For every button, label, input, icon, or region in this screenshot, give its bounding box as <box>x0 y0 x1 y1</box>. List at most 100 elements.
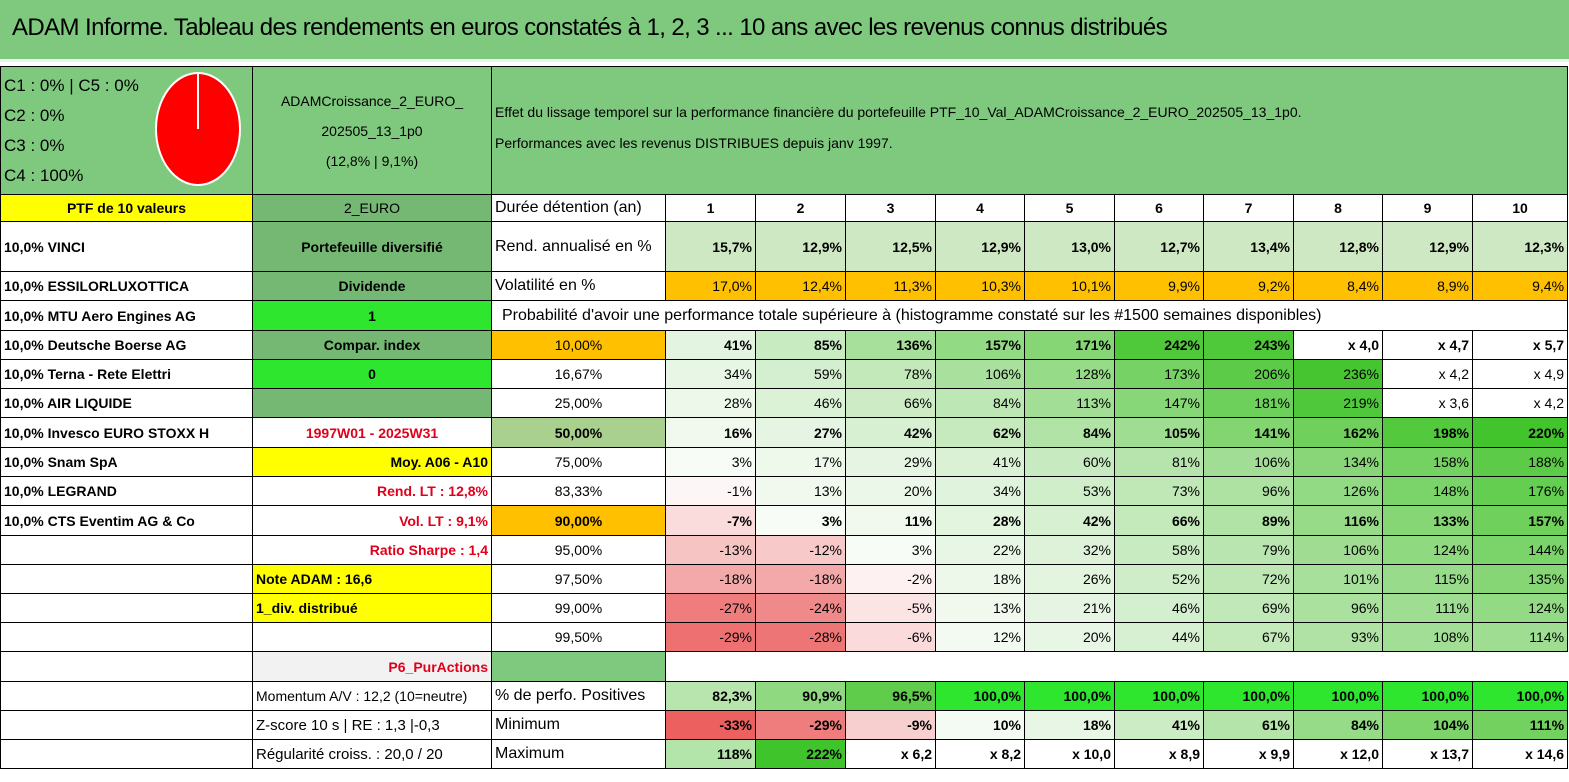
prob-cell: x 4,2 <box>1471 388 1569 418</box>
regularity-label: Régularité croiss. : 20,0 / 20 <box>252 739 492 769</box>
prob-cell: 66% <box>1114 505 1204 536</box>
prob-cell: 147% <box>1114 388 1204 418</box>
year-header: 3 <box>845 194 936 222</box>
prob-cell: 93% <box>1293 622 1383 652</box>
rend-cell: 13,4% <box>1203 221 1294 272</box>
year-header: 7 <box>1203 194 1294 222</box>
prob-pct: 99,50% <box>491 622 666 652</box>
rend-cell: 12,8% <box>1293 221 1383 272</box>
prob-cell: x 5,7 <box>1471 330 1569 360</box>
rend-cell: 12,5% <box>845 221 936 272</box>
prob-cell: 126% <box>1293 476 1383 506</box>
portfolio-name-line1: ADAMCroissance_2_EURO_ <box>280 92 464 109</box>
dividend-value: 1 <box>252 300 492 331</box>
portfolio-name-line2: 202505_13_1p0 <box>321 122 423 139</box>
prob-pct: 83,33% <box>491 476 666 506</box>
prob-cell: 219% <box>1293 388 1383 418</box>
category-c4: C4 : 100% <box>4 166 84 185</box>
prob-row: 10,0% AIR LIQUIDE 25,00% 28% 46% 66% 84%… <box>0 388 1569 418</box>
prob-cell: 16% <box>665 417 756 448</box>
minimum-cell: -33% <box>665 710 756 740</box>
prob-cell: 60% <box>1024 447 1115 477</box>
prob-cell: 13% <box>935 593 1025 623</box>
prob-cell: 72% <box>1203 564 1294 594</box>
positives-cell: 100,0% <box>1114 681 1204 711</box>
empty-cell <box>0 651 253 682</box>
prob-cell: 133% <box>1382 505 1473 536</box>
minimum-cell: -9% <box>845 710 936 740</box>
description-line2: Performances avec les revenus DISTRIBUES… <box>495 135 893 151</box>
report-title: ADAM Informe. Tableau des rendements en … <box>12 14 1168 41</box>
maximum-label: Maximum <box>491 739 666 769</box>
prob-cell: 3% <box>665 447 756 477</box>
positives-cell: 82,3% <box>665 681 756 711</box>
prob-cell: 96% <box>1203 476 1294 506</box>
note-adam-label: Note ADAM : 16,6 <box>252 564 492 594</box>
minimum-cell: 111% <box>1471 710 1569 740</box>
prob-cell: 108% <box>1382 622 1473 652</box>
prob-cell: x 3,6 <box>1382 388 1473 418</box>
prob-row: 10,0% LEGRAND Rend. LT : 12,8% 83,33% -1… <box>0 476 1569 506</box>
maximum-cell: x 12,0 <box>1293 739 1383 769</box>
prob-cell: 96% <box>1293 593 1383 623</box>
prob-cell: 220% <box>1471 417 1569 448</box>
prob-cell: 20% <box>1024 622 1115 652</box>
vol-label: Volatilité en % <box>491 271 666 301</box>
performance-table: C1 : 0% | C5 : 0% C2 : 0% C3 : 0% C4 : 1… <box>0 66 1569 769</box>
average-label: Moy. A06 - A10 <box>252 447 492 477</box>
prob-cell: 73% <box>1114 476 1204 506</box>
prob-cell: x 4,0 <box>1293 330 1383 360</box>
prob-cell: -12% <box>755 535 846 565</box>
vol-cell: 9,9% <box>1114 271 1204 301</box>
prob-cell: 157% <box>935 330 1025 360</box>
prob-cell: 116% <box>1293 505 1383 536</box>
ptf-label: PTF de 10 valeurs <box>0 194 253 222</box>
empty-cell <box>0 681 253 711</box>
prob-cell: 67% <box>1203 622 1294 652</box>
year-header: 4 <box>935 194 1025 222</box>
vol-cell: 10,3% <box>935 271 1025 301</box>
minimum-cell: 18% <box>1024 710 1115 740</box>
vol-cell: 9,2% <box>1203 271 1294 301</box>
year-header: 1 <box>665 194 756 222</box>
prob-row: 10,0% Terna - Rete Elettri 0 16,67% 34% … <box>0 359 1569 389</box>
currency-label: 2_EURO <box>252 194 492 222</box>
prob-pct: 97,50% <box>491 564 666 594</box>
rend-cell: 12,9% <box>935 221 1025 272</box>
prob-pct: 50,00% <box>491 417 666 448</box>
holding-2: 10,0% ESSILORLUXOTTICA <box>0 271 253 301</box>
vol-lt-label: Vol. LT : 9,1% <box>252 505 492 536</box>
category-c2: C2 : 0% <box>4 106 65 125</box>
empty-cell <box>0 564 253 594</box>
prob-cell: 28% <box>665 388 756 418</box>
prob-pct: 75,00% <box>491 447 666 477</box>
prob-cell: 84% <box>1024 417 1115 448</box>
prob-cell: -2% <box>845 564 936 594</box>
holding-7: 10,0% Invesco EURO STOXX H <box>0 417 253 448</box>
rend-cell: 12,9% <box>755 221 846 272</box>
sharpe-label: Ratio Sharpe : 1,4 <box>252 535 492 565</box>
year-header: 5 <box>1024 194 1115 222</box>
rend-cell: 12,3% <box>1471 221 1569 272</box>
maximum-cell: x 13,7 <box>1382 739 1473 769</box>
minimum-cell: -29% <box>755 710 846 740</box>
prob-cell: 115% <box>1382 564 1473 594</box>
holding-5: 10,0% Terna - Rete Elettri <box>0 359 253 389</box>
prob-cell: 46% <box>1114 593 1204 623</box>
prob-cell: 144% <box>1471 535 1569 565</box>
minimum-label: Minimum <box>491 710 666 740</box>
prob-cell: 114% <box>1471 622 1569 652</box>
positives-cell: 100,0% <box>1293 681 1383 711</box>
maximum-cell: x 8,9 <box>1114 739 1204 769</box>
maximum-cell: x 8,2 <box>935 739 1025 769</box>
prob-row: 99,50% -29% -28% -6% 12% 20% 44% 67% 93%… <box>0 622 1569 652</box>
prob-cell: 52% <box>1114 564 1204 594</box>
portfolio-name-line3: (12,8% | 9,1%) <box>325 152 419 169</box>
duration-label: Durée détention (an) <box>491 194 666 222</box>
positives-cell: 100,0% <box>935 681 1025 711</box>
positives-cell: 90,9% <box>755 681 846 711</box>
prob-cell: 79% <box>1203 535 1294 565</box>
prob-cell: 85% <box>755 330 846 360</box>
empty-cell <box>0 739 253 769</box>
prob-cell: 22% <box>935 535 1025 565</box>
